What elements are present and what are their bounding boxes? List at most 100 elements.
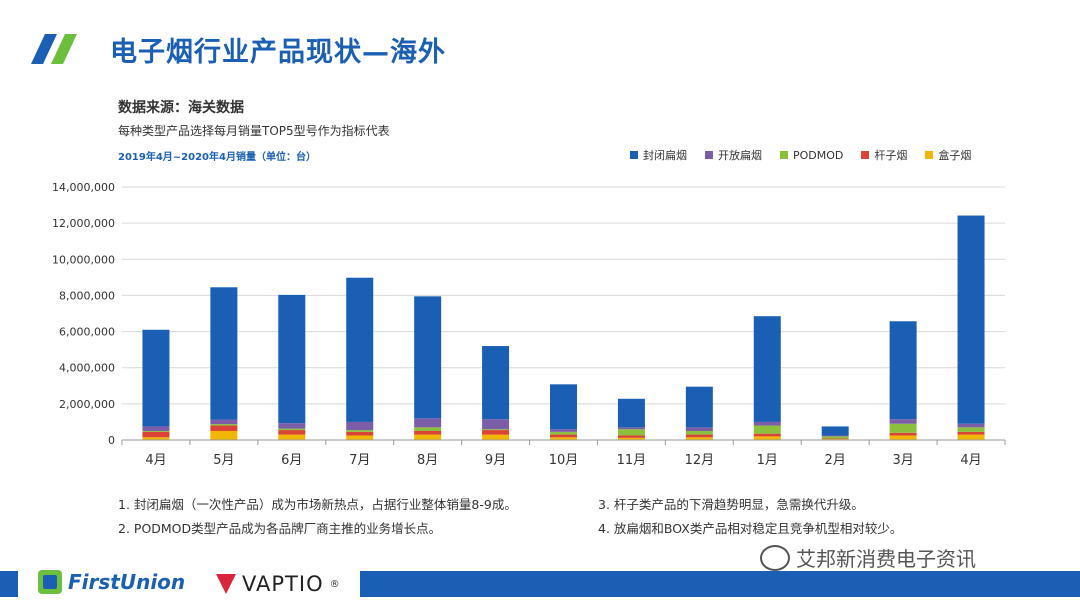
y-tick-label: 8,000,000 bbox=[59, 289, 115, 302]
bar-segment bbox=[889, 423, 917, 433]
note-2: 2. PODMOD类型产品成为各品牌厂商主推的业务增长点。 bbox=[118, 521, 442, 536]
bar-segment bbox=[482, 434, 510, 440]
bar-segment bbox=[821, 436, 849, 439]
bar-segment bbox=[414, 296, 442, 419]
bar-segment bbox=[753, 425, 781, 434]
y-tick-label: 2,000,000 bbox=[59, 398, 115, 411]
bar-segment bbox=[482, 346, 510, 420]
footer-bar-right bbox=[360, 571, 1080, 597]
legend-label: 封闭扁烟 bbox=[643, 149, 687, 162]
bar-segment bbox=[550, 384, 577, 430]
bar-segment bbox=[550, 431, 577, 435]
legend-label: 杆子烟 bbox=[874, 149, 908, 162]
bar-segment bbox=[142, 329, 170, 427]
bar-segment bbox=[414, 418, 442, 428]
x-tick-label: 7月 bbox=[349, 453, 370, 468]
legend-swatch bbox=[861, 151, 870, 159]
bar-segment bbox=[685, 434, 713, 438]
x-tick-label: 11月 bbox=[617, 453, 647, 468]
legend-item-pen: 杆子烟 bbox=[861, 147, 907, 163]
bar-segment bbox=[346, 277, 374, 422]
bar-segment bbox=[753, 316, 781, 422]
bar-segment bbox=[482, 430, 510, 435]
bar-segment bbox=[685, 427, 713, 431]
bar-segment bbox=[142, 430, 170, 432]
x-tick-label: 1月 bbox=[757, 453, 778, 468]
bar-segment bbox=[550, 437, 577, 440]
y-tick-label: 12,000,000 bbox=[52, 217, 115, 230]
bar-segment bbox=[889, 432, 917, 436]
bar-segment bbox=[278, 434, 306, 440]
bar-segment bbox=[753, 421, 781, 426]
bar-segment bbox=[346, 431, 374, 436]
bar-segment bbox=[957, 427, 985, 432]
bar-segment bbox=[142, 426, 170, 431]
bar-segment bbox=[617, 437, 645, 440]
firstunion-text: FirstUnion bbox=[68, 570, 186, 594]
legend-label: 开放扁烟 bbox=[718, 149, 762, 162]
bar-segment bbox=[278, 423, 306, 429]
note-4: 4. 放扁烟和BOX类产品相对稳定且竞争机型相对较少。 bbox=[598, 521, 903, 536]
bar-segment bbox=[210, 419, 238, 425]
bar-segment bbox=[957, 423, 985, 428]
legend-swatch bbox=[780, 151, 788, 159]
bar-segment bbox=[685, 430, 713, 435]
legend-item-podmod: PODMOD bbox=[780, 147, 843, 163]
bar-segment bbox=[821, 426, 849, 436]
bar-segment bbox=[210, 425, 238, 431]
bar-segment bbox=[482, 419, 510, 430]
x-tick-label: 6月 bbox=[281, 453, 302, 468]
legend-item-closed-pod: 封闭扁烟 bbox=[630, 147, 687, 163]
legend-label: PODMOD bbox=[793, 148, 844, 162]
bar-segment bbox=[889, 419, 917, 424]
bar-segment bbox=[957, 434, 985, 440]
bar-segment bbox=[278, 428, 306, 431]
bar-segment bbox=[889, 435, 917, 440]
data-source: 数据来源：海关数据 bbox=[118, 100, 244, 116]
legend-swatch bbox=[630, 151, 638, 159]
bar-segment bbox=[414, 427, 442, 431]
bar-segment bbox=[889, 321, 917, 420]
registered-mark: ® bbox=[329, 578, 340, 590]
y-tick-label: 10,000,000 bbox=[52, 253, 115, 266]
note-3: 3. 杆子类产品的下滑趋势明显，急需换代升级。 bbox=[598, 497, 864, 512]
x-tick-label: 10月 bbox=[549, 453, 579, 468]
x-tick-label: 8月 bbox=[417, 453, 438, 468]
vaptio-mark-icon bbox=[216, 574, 236, 594]
bar-segment bbox=[278, 294, 306, 424]
footer-bar-left bbox=[0, 571, 18, 597]
bar-segment bbox=[617, 429, 645, 436]
x-tick-label: 2月 bbox=[825, 453, 846, 468]
x-tick-label: 4月 bbox=[145, 453, 166, 468]
bar-segment bbox=[957, 215, 985, 424]
watermark: 艾邦新消费电子资讯 bbox=[760, 543, 976, 572]
y-tick-label: 4,000,000 bbox=[59, 362, 115, 375]
bar-segment bbox=[142, 437, 170, 440]
firstunion-logo: FirstUnion bbox=[38, 570, 185, 594]
firstunion-mark-icon bbox=[38, 570, 62, 594]
bar-segment bbox=[617, 427, 645, 430]
bar-segment bbox=[210, 430, 238, 440]
notes-left: 1. 封闭扁烟（一次性产品）成为市场新热点，占据行业整体销量8-9成。 2. P… bbox=[118, 493, 517, 541]
bar-segment bbox=[821, 435, 849, 437]
chart-period: 2019年4月~2020年4月销量（单位：台） bbox=[118, 152, 316, 163]
x-tick-label: 4月 bbox=[960, 453, 981, 468]
wechat-icon bbox=[760, 544, 790, 571]
watermark-text: 艾邦新消费电子资讯 bbox=[796, 547, 976, 571]
x-tick-label: 5月 bbox=[213, 453, 234, 468]
legend-item-open-pod: 开放扁烟 bbox=[705, 147, 762, 163]
page-title: 电子烟行业产品现状—海外 bbox=[110, 37, 446, 68]
legend-label: 盒子烟 bbox=[938, 149, 972, 162]
bar-segment bbox=[753, 436, 781, 440]
bar-segment bbox=[753, 433, 781, 437]
bar-segment bbox=[550, 429, 577, 432]
x-tick-label: 3月 bbox=[892, 453, 913, 468]
bar-segment bbox=[482, 429, 510, 431]
bar-segment bbox=[414, 434, 442, 440]
vaptio-text: VAPTIO bbox=[242, 572, 324, 596]
y-tick-label: 14,000,000 bbox=[52, 181, 115, 194]
x-tick-label: 9月 bbox=[485, 453, 506, 468]
bar-segment bbox=[617, 435, 645, 438]
x-tick-label: 12月 bbox=[685, 453, 715, 468]
